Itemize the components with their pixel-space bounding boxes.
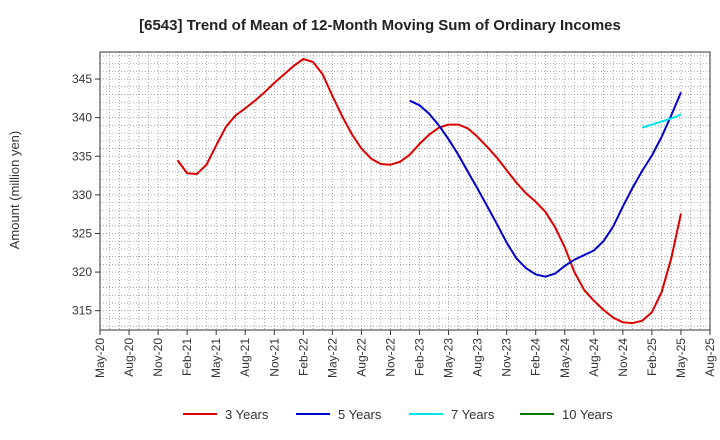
y-tick-label: 330 <box>72 188 92 202</box>
legend-label: 5 Years <box>338 407 382 422</box>
x-tick-label: Feb-23 <box>413 338 427 376</box>
y-tick-label: 340 <box>72 111 92 125</box>
series-line-7-years <box>641 113 682 129</box>
x-tick-label: May-24 <box>558 338 572 378</box>
x-tick-label: Aug-20 <box>122 338 136 377</box>
y-axis: 315 320 325 330 335 340 345 <box>72 72 100 318</box>
series-line-3-years <box>176 57 682 325</box>
x-tick-label: Aug-22 <box>354 338 368 377</box>
x-tick-label: Aug-24 <box>587 338 601 377</box>
y-tick-label: 335 <box>72 149 92 163</box>
x-axis: May-20 Aug-20 Nov-20 Feb-21 May-21 Aug-21 Nov-… <box>93 330 717 378</box>
x-tick-label: May-21 <box>209 338 223 378</box>
x-tick-label: May-20 <box>93 338 107 378</box>
x-tick-label: Feb-21 <box>180 338 194 376</box>
x-tick-label: Aug-21 <box>238 338 252 377</box>
chart-title: [6543] Trend of Mean of 12-Month Moving … <box>139 17 621 34</box>
legend-label: 10 Years <box>562 407 613 422</box>
series-lines <box>176 57 682 325</box>
legend: 3 Years 5 Years 7 Years 10 Years <box>183 407 613 422</box>
x-tick-label: Nov-22 <box>383 338 397 377</box>
legend-label: 3 Years <box>225 407 269 422</box>
x-tick-label: Feb-22 <box>296 338 310 376</box>
legend-label: 7 Years <box>451 407 495 422</box>
x-tick-label: Aug-23 <box>471 338 485 377</box>
series-line-5-years <box>409 91 682 278</box>
x-tick-label: May-25 <box>674 338 688 378</box>
grid <box>100 52 710 330</box>
x-tick-label: May-22 <box>325 338 339 378</box>
x-tick-label: Nov-20 <box>151 338 165 377</box>
y-tick-label: 315 <box>72 304 92 318</box>
x-tick-label: Aug-25 <box>703 338 717 377</box>
x-tick-label: Feb-25 <box>645 338 659 376</box>
x-tick-label: May-23 <box>442 338 456 378</box>
x-tick-label: Nov-21 <box>267 338 281 377</box>
y-axis-label: Amount (million yen) <box>7 131 22 250</box>
y-tick-label: 345 <box>72 72 92 86</box>
y-tick-label: 320 <box>72 265 92 279</box>
x-tick-label: Feb-24 <box>529 338 543 376</box>
plot-frame <box>99 51 711 331</box>
x-tick-label: Nov-24 <box>616 338 630 377</box>
x-tick-label: Nov-23 <box>500 338 514 377</box>
y-tick-label: 325 <box>72 226 92 240</box>
